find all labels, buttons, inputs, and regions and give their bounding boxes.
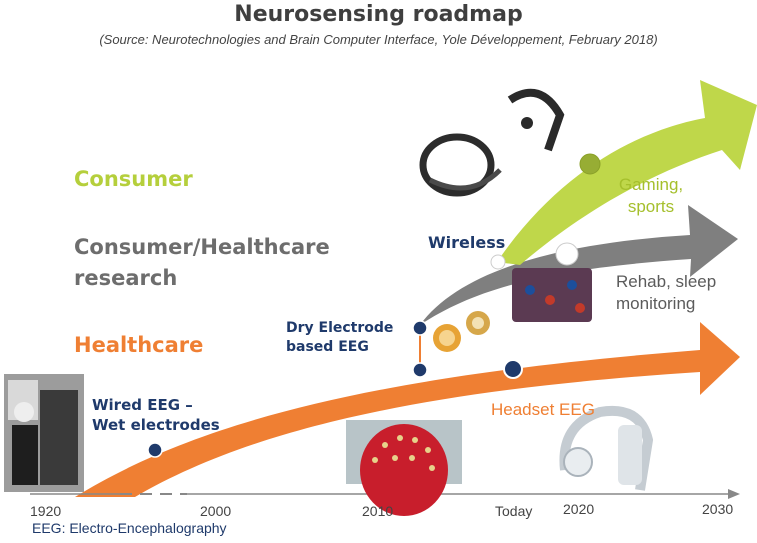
- label-wireless: Wireless: [428, 233, 506, 252]
- label-rehab-line1: Rehab, sleep: [616, 272, 717, 291]
- milestone-dot-research: [555, 242, 579, 266]
- category-consumer: Consumer: [74, 167, 193, 191]
- label-rehab-sleep: Rehab, sleep monitoring: [616, 271, 716, 315]
- medical-headset-image: [559, 405, 654, 491]
- label-gaming-line2: sports: [627, 197, 675, 216]
- milestone-dot-consumer: [579, 153, 601, 175]
- milestone-dot-today: [503, 359, 523, 379]
- category-research: Consumer/Healthcare research: [74, 232, 374, 294]
- eeg-cap-photo: [346, 420, 462, 516]
- page-title: Neurosensing roadmap: [234, 2, 523, 27]
- historical-eeg-photo: [4, 374, 84, 492]
- tick-label-2020: 2020: [563, 501, 594, 517]
- research-arrow: [420, 205, 738, 325]
- consumer-arrow: [497, 80, 757, 265]
- category-research-line2: research: [74, 266, 178, 290]
- tick-label-today: Today: [495, 503, 532, 519]
- tick-label-2010: 2010: [362, 503, 393, 519]
- label-gaming-sports: Gaming, sports: [606, 174, 696, 218]
- label-wired-eeg: Wired EEG – Wet electrodes: [92, 395, 220, 435]
- tick-label-2030: 2030: [702, 501, 733, 517]
- label-gaming-line1: Gaming,: [618, 175, 684, 194]
- label-dry-line1: Dry Electrode: [286, 320, 394, 336]
- milestone-dot-wired: [147, 442, 163, 458]
- healthcare-arrow: [75, 322, 740, 497]
- label-dry-electrode: Dry Electrode based EEG: [286, 319, 393, 357]
- label-wired-line1: Wired EEG –: [92, 396, 193, 414]
- category-research-line1: Consumer/Healthcare: [74, 235, 330, 259]
- eeg-footnote: EEG: Electro-Encephalography: [32, 520, 227, 536]
- category-healthcare: Healthcare: [74, 333, 204, 357]
- sleep-mask-image: [512, 268, 592, 322]
- dry-electrode-images: [433, 311, 490, 352]
- consumer-headset-images: [419, 88, 565, 197]
- tick-label-1920: 1920: [30, 503, 61, 519]
- timeline-arrowhead: [728, 489, 740, 499]
- label-wired-line2: Wet electrodes: [92, 416, 220, 434]
- label-dry-line2: based EEG: [286, 339, 369, 355]
- milestone-dot-healthcare: [412, 362, 428, 378]
- source-subtitle: (Source: Neurotechnologies and Brain Com…: [99, 32, 658, 47]
- label-headset-eeg: Headset EEG: [491, 400, 595, 419]
- label-rehab-line2: monitoring: [616, 294, 696, 313]
- milestone-dot-wireless: [490, 254, 506, 270]
- milestone-dot-dry: [412, 320, 428, 336]
- tick-label-2000: 2000: [200, 503, 231, 519]
